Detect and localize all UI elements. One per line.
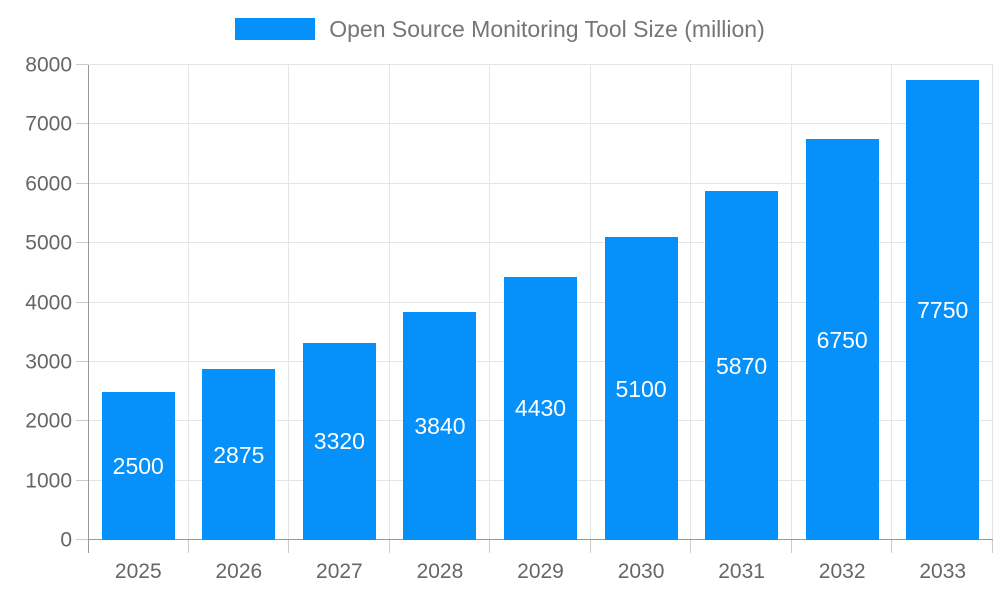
bar[interactable]: 7750	[906, 79, 980, 540]
x-gridline	[790, 65, 792, 540]
bar[interactable]: 2875	[202, 369, 276, 540]
x-axis-tick	[891, 540, 893, 553]
bar[interactable]: 3840	[403, 312, 477, 540]
plot-area: 0 1000 2000 3000 4000 5000 6000 7000 8000 2500 287…	[25, 55, 993, 583]
bar[interactable]: 5870	[705, 191, 779, 540]
y-axis-tick	[76, 182, 88, 184]
legend-swatch-icon	[235, 18, 316, 40]
x-axis-tick	[388, 540, 390, 553]
x-gridline	[589, 65, 591, 540]
bar-value-label: 3840	[414, 413, 466, 439]
x-axis-tick	[187, 540, 189, 553]
x-axis-label: 2027	[316, 560, 363, 583]
x-gridline	[891, 65, 893, 540]
x-axis-label: 2029	[517, 560, 564, 583]
bar-value-label: 3320	[313, 428, 365, 455]
y-axis-label: 3000	[25, 350, 72, 374]
x-axis-label: 2033	[919, 560, 967, 583]
x-axis-label: 2030	[617, 560, 665, 583]
y-axis-label: 8000	[25, 53, 72, 77]
y-gridline	[88, 242, 993, 244]
bar-value-label: 7750	[917, 296, 969, 323]
x-axis-label: 2031	[718, 560, 765, 583]
bar[interactable]: 5100	[604, 237, 678, 540]
bar[interactable]: 2500	[101, 391, 175, 540]
bar[interactable]: 6750	[805, 139, 879, 540]
x-axis-tick	[790, 540, 792, 553]
y-axis-label: 1000	[25, 469, 72, 493]
x-gridline	[187, 65, 189, 540]
y-axis-label: 5000	[25, 231, 72, 255]
y-axis-label: 7000	[25, 112, 72, 136]
x-axis-label: 2026	[215, 560, 263, 583]
x-gridline	[690, 65, 692, 540]
x-axis-tick	[690, 540, 692, 553]
x-axis-label: 2025	[114, 560, 162, 583]
x-axis-tick	[489, 540, 491, 553]
x-axis-label: 2032	[818, 560, 866, 583]
y-axis-tick	[76, 123, 88, 125]
bar[interactable]: 3320	[302, 342, 376, 540]
y-axis-label: 4000	[25, 291, 72, 314]
y-axis-tick	[76, 539, 88, 540]
y-axis-label: 6000	[25, 172, 72, 196]
bar-value-label: 6750	[816, 326, 868, 353]
y-gridline	[88, 182, 993, 184]
x-gridline	[288, 65, 290, 540]
y-axis-tick	[76, 360, 88, 362]
bar-value-label: 5870	[716, 352, 768, 379]
x-axis-label: 2028	[416, 560, 464, 583]
y-axis-label: 0	[60, 528, 72, 552]
legend-label: Open Source Monitoring Tool Size (millio…	[329, 16, 765, 42]
y-axis-line	[88, 65, 89, 553]
x-gridline	[388, 65, 390, 540]
y-gridline	[88, 123, 993, 125]
chart-legend[interactable]: Open Source Monitoring Tool Size (millio…	[0, 16, 1000, 42]
y-axis-tick	[76, 479, 88, 481]
bar-value-label: 5100	[615, 375, 667, 402]
bar[interactable]: 4430	[504, 276, 577, 540]
x-axis-tick	[992, 540, 993, 553]
y-axis-tick	[76, 242, 88, 244]
y-gridline	[88, 64, 993, 65]
x-gridline	[992, 65, 993, 540]
y-axis-tick	[76, 301, 88, 303]
x-gridline	[489, 65, 491, 540]
bar-value-label: 2875	[213, 441, 265, 468]
bar-value-label: 2500	[112, 452, 164, 479]
y-axis-label: 2000	[25, 409, 72, 433]
y-axis-tick	[76, 420, 88, 422]
bar-value-label: 4430	[514, 395, 567, 422]
x-axis-tick	[589, 540, 591, 553]
x-axis-tick	[288, 540, 290, 553]
y-axis-tick	[76, 64, 88, 65]
